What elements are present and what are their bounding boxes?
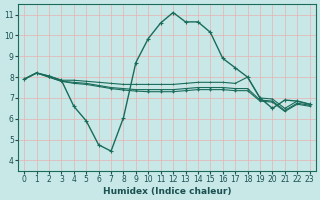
X-axis label: Humidex (Indice chaleur): Humidex (Indice chaleur): [103, 187, 231, 196]
